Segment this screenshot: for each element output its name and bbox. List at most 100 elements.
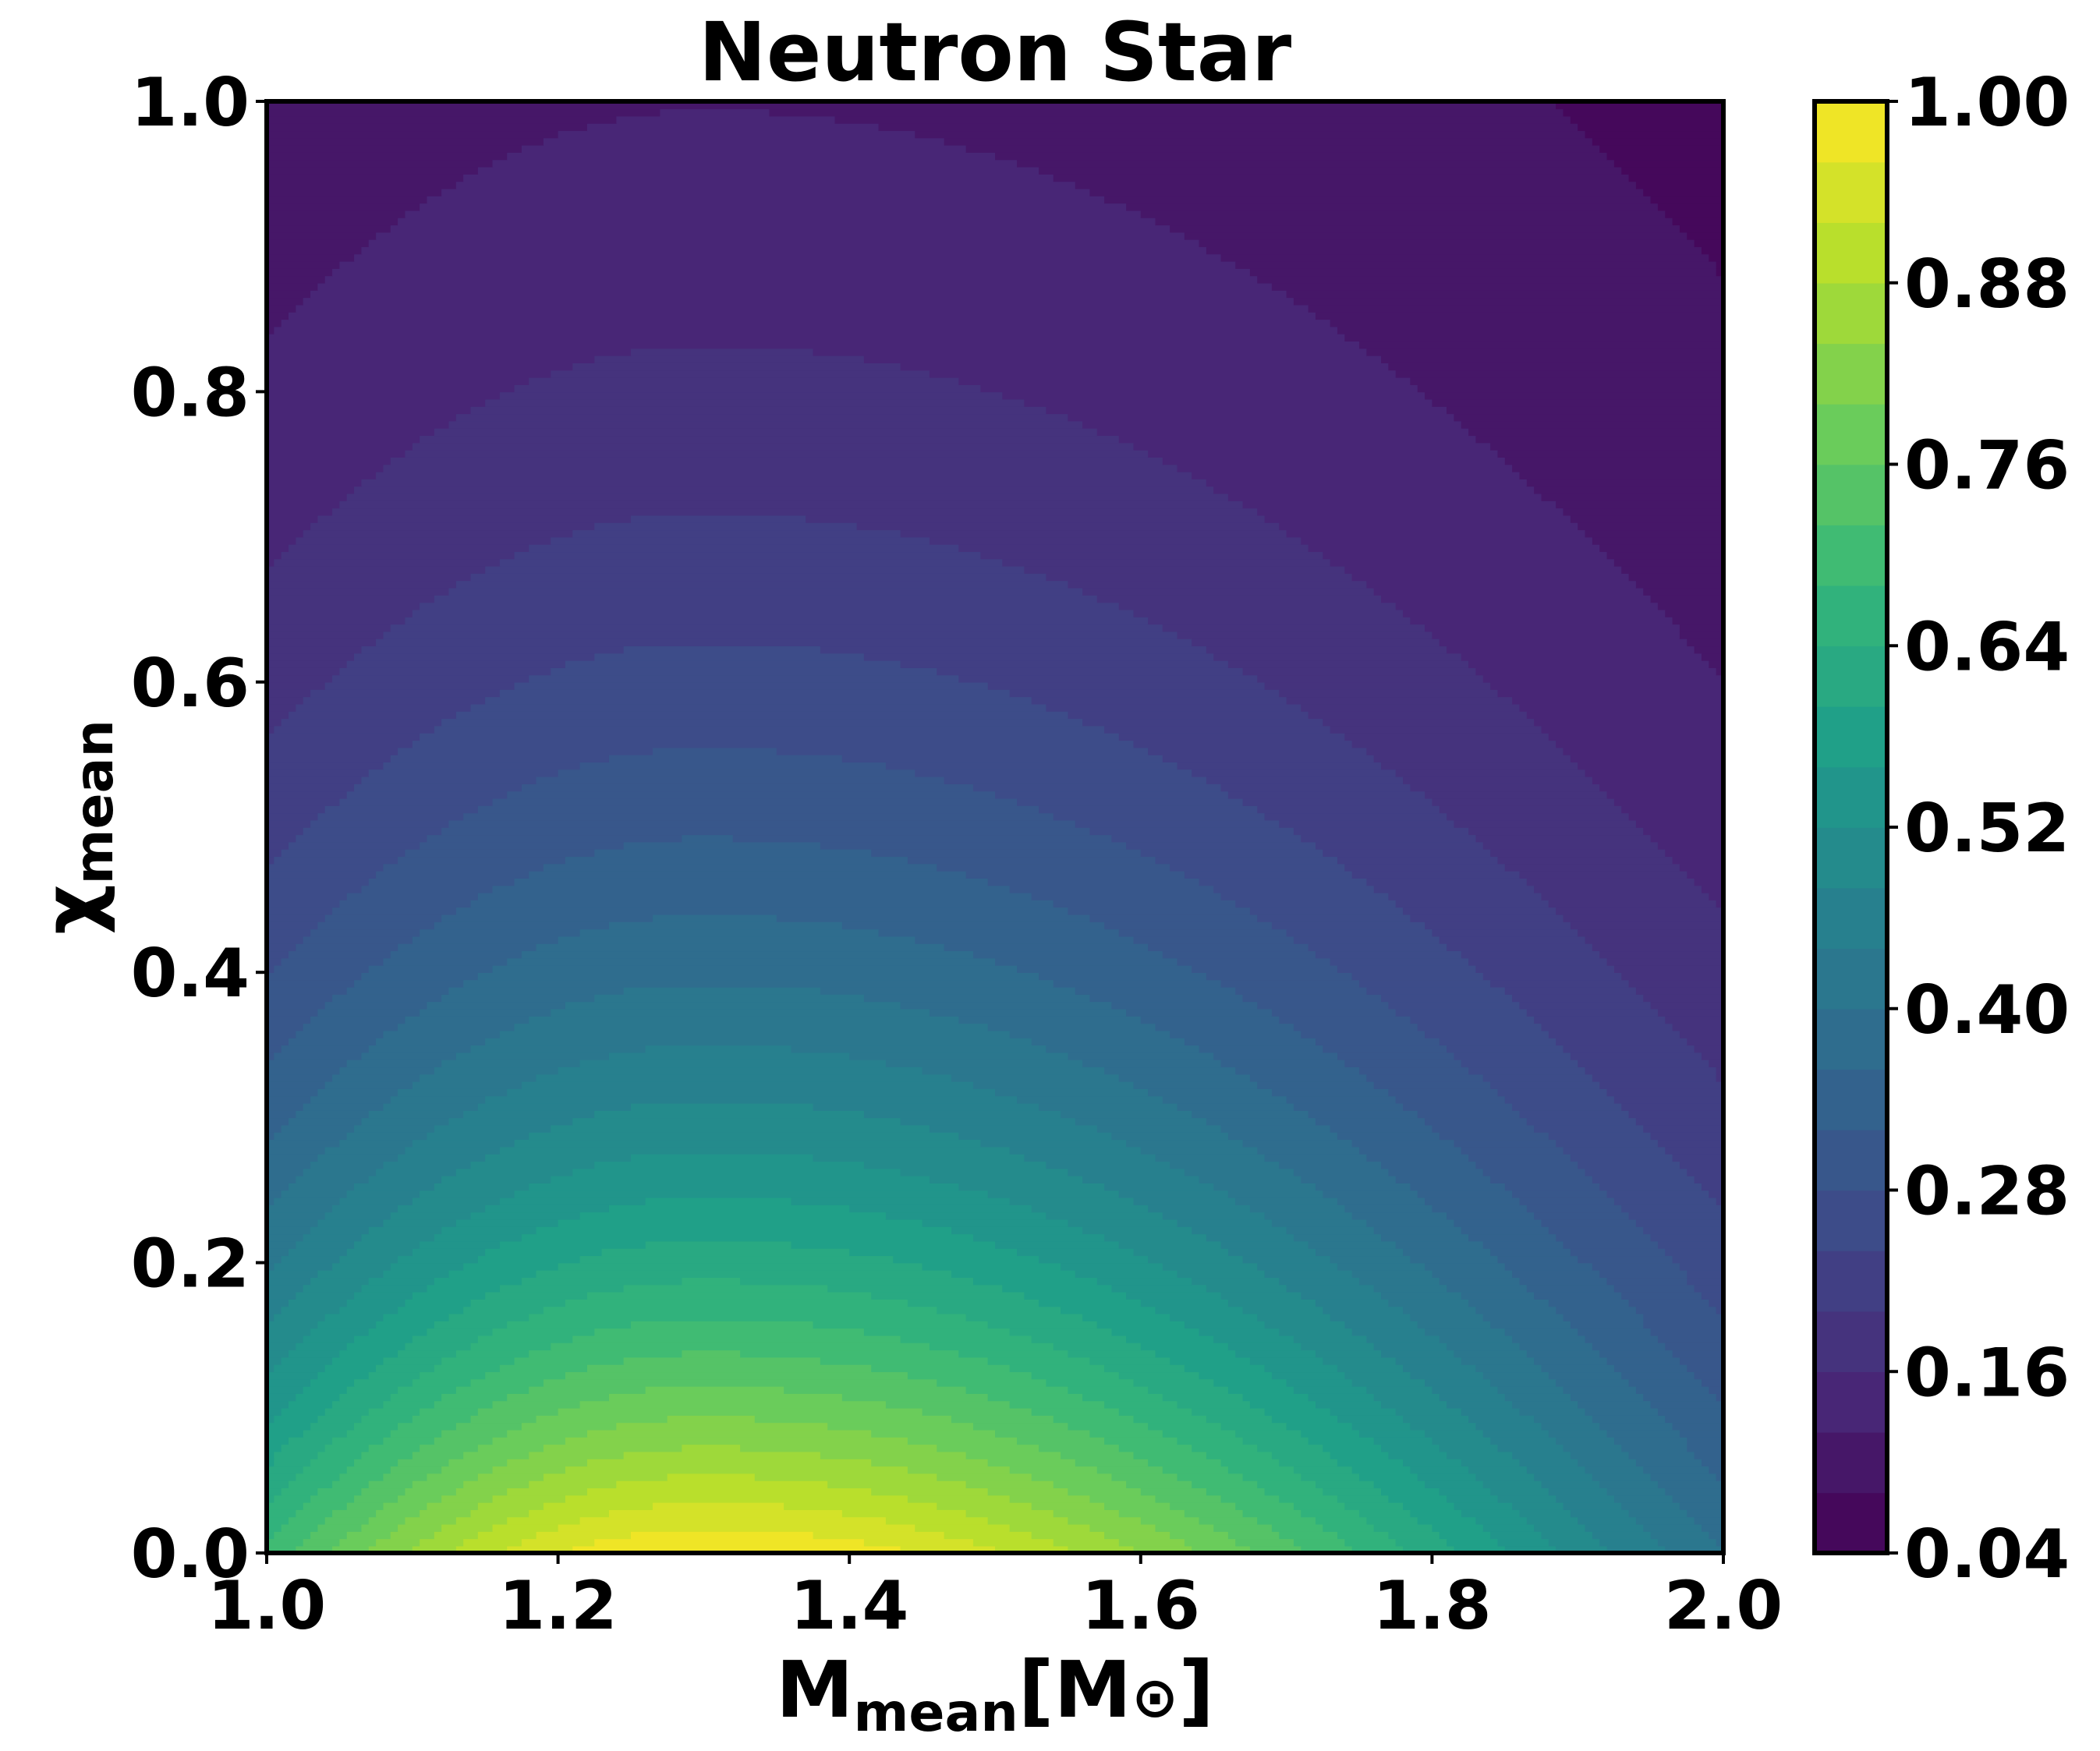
contour-cell <box>303 529 574 538</box>
contour-cell <box>1475 1161 1578 1169</box>
contour-cell <box>1279 1277 1360 1286</box>
contour-cell <box>529 1451 625 1459</box>
contour-cell <box>317 1451 363 1459</box>
contour-cell <box>1315 841 1484 850</box>
contour-cell <box>813 1321 989 1329</box>
contour-cell <box>536 1531 632 1540</box>
contour-cell <box>1249 1545 1302 1553</box>
contour-cell <box>1519 1001 1652 1010</box>
contour-cell <box>1148 1385 1229 1394</box>
contour-cell <box>303 827 442 836</box>
contour-cell <box>339 1306 398 1314</box>
contour-cell <box>1439 638 1688 647</box>
contour-cell <box>310 290 1287 299</box>
contour-cell <box>1337 856 1499 865</box>
contour-cell <box>1461 1357 1535 1365</box>
contour-cell <box>1323 1487 1382 1496</box>
contour-cell <box>1497 856 1673 865</box>
contour-cell <box>267 674 333 683</box>
contour-cell <box>579 1516 887 1525</box>
contour-cell <box>1009 1523 1091 1532</box>
contour-cell <box>972 1538 1054 1547</box>
contour-cell <box>441 1393 508 1402</box>
contour-cell <box>586 1429 873 1438</box>
contour-cell <box>441 188 1091 196</box>
contour-cell <box>1388 1299 1469 1307</box>
contour-cell <box>267 769 370 777</box>
contour-cell <box>1461 1226 1549 1235</box>
contour-cell <box>455 1219 559 1227</box>
contour-cell <box>1009 1364 1105 1373</box>
contour-cell <box>1118 1538 1185 1547</box>
contour-cell <box>267 1074 333 1082</box>
contour-cell <box>267 798 341 806</box>
contour-cell <box>1643 1466 1710 1474</box>
contour-cell <box>267 377 530 385</box>
contour-cell <box>944 137 1593 146</box>
contour-cell <box>1687 1037 1723 1046</box>
contour-cell <box>514 1190 989 1198</box>
contour-cell <box>1454 1139 1556 1148</box>
contour-cell <box>572 1335 901 1343</box>
contour-cell <box>1461 1509 1521 1518</box>
contour-cell <box>827 1422 974 1431</box>
contour-cell <box>267 696 304 705</box>
contour-cell <box>332 1509 377 1518</box>
contour-cell <box>383 1102 479 1111</box>
contour-cell <box>1635 1117 1723 1126</box>
contour-cell <box>274 1458 311 1467</box>
contour-cell <box>1315 1117 1425 1126</box>
contour-cell <box>1293 1168 1390 1176</box>
x-tick-label: 1.6 <box>1082 1567 1200 1645</box>
contour-cell <box>274 558 501 567</box>
contour-cell <box>296 1545 333 1553</box>
contour-cell <box>1709 1190 1723 1198</box>
contour-cell <box>1242 1393 1309 1402</box>
contour-cell <box>1031 1531 1105 1540</box>
contour-cell <box>1570 1451 1630 1459</box>
contour-cell <box>1468 1415 1535 1424</box>
contour-cell <box>1192 1110 1309 1119</box>
contour-cell <box>368 1328 428 1336</box>
contour-cell <box>1643 827 1723 836</box>
contour-cell <box>536 1269 952 1279</box>
contour-cell <box>1621 1444 1688 1452</box>
contour-cell <box>1220 892 1390 900</box>
contour-cell <box>383 1437 435 1445</box>
contour-cell <box>1657 1480 1723 1489</box>
contour-cell <box>849 1247 1018 1257</box>
contour-cell <box>412 1139 515 1148</box>
contour-cell <box>324 681 515 690</box>
contour-cell <box>1206 1451 1273 1459</box>
contour-cell <box>405 1487 457 1496</box>
contour-cell <box>485 1037 1032 1046</box>
contour-cell <box>1351 1378 1425 1387</box>
contour-cell <box>1133 442 1491 451</box>
contour-cell <box>267 732 420 741</box>
contour-cell <box>267 1095 311 1104</box>
contour-cell <box>682 1277 741 1286</box>
contour-cell <box>514 551 982 560</box>
contour-cell <box>1192 1226 1287 1235</box>
contour-cell <box>1286 1422 1353 1431</box>
contour-cell <box>1417 1321 1491 1329</box>
contour-cell <box>296 304 1309 313</box>
contour-cell <box>499 1364 588 1373</box>
contour-cell <box>958 1350 1069 1358</box>
contour-cell <box>317 921 435 930</box>
contour-cell <box>1330 1255 1411 1264</box>
contour-cell <box>1118 1444 1192 1452</box>
contour-cell <box>1257 1444 1324 1452</box>
contour-cell <box>608 921 843 930</box>
contour-cell <box>871 1458 989 1467</box>
contour-cell <box>1606 1088 1723 1097</box>
contour-cell <box>1264 1153 1368 1162</box>
y-tick-label: 0.0 <box>131 1516 250 1594</box>
contour-cell <box>267 624 391 632</box>
contour-cell <box>1337 1495 1390 1503</box>
contour-cell <box>398 943 537 952</box>
contour-cell <box>420 1190 515 1198</box>
colorbar-swatch <box>1815 766 1887 828</box>
contour-cell <box>1227 1531 1280 1540</box>
contour-cell <box>1388 1495 1447 1503</box>
